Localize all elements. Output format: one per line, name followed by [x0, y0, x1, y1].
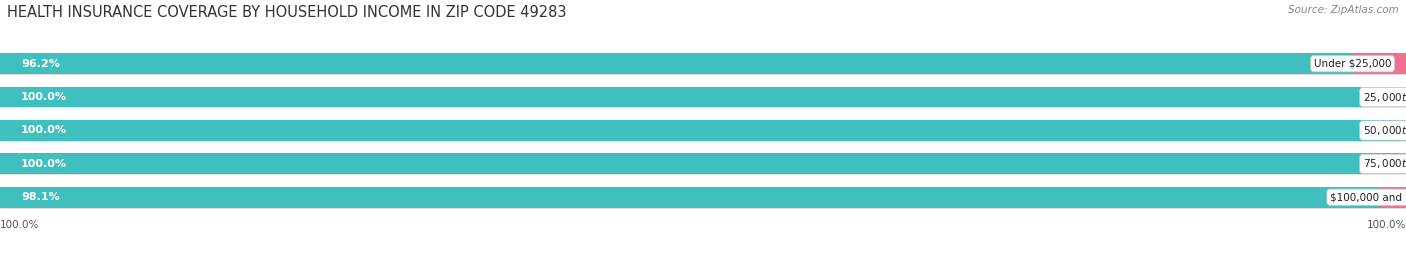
Text: $50,000 to $74,999: $50,000 to $74,999: [1362, 124, 1406, 137]
Text: $100,000 and over: $100,000 and over: [1330, 192, 1406, 202]
Text: HEALTH INSURANCE COVERAGE BY HOUSEHOLD INCOME IN ZIP CODE 49283: HEALTH INSURANCE COVERAGE BY HOUSEHOLD I…: [7, 5, 567, 20]
Text: 100.0%: 100.0%: [21, 125, 67, 136]
Text: $25,000 to $49,999: $25,000 to $49,999: [1362, 91, 1406, 104]
Bar: [0, 87, 1406, 107]
Text: 96.2%: 96.2%: [21, 59, 60, 69]
Text: Under $25,000: Under $25,000: [1313, 59, 1392, 69]
Bar: [0, 187, 1379, 208]
Text: Source: ZipAtlas.com: Source: ZipAtlas.com: [1288, 5, 1399, 15]
Bar: [1399, 120, 1406, 141]
Text: 100.0%: 100.0%: [21, 92, 67, 102]
Text: $75,000 to $99,999: $75,000 to $99,999: [1362, 157, 1406, 170]
Bar: [0, 187, 1406, 208]
Text: 98.1%: 98.1%: [21, 192, 60, 202]
Text: 100.0%: 100.0%: [21, 159, 67, 169]
Bar: [0, 53, 1353, 74]
Bar: [1399, 87, 1406, 107]
Text: 100.0%: 100.0%: [0, 220, 39, 230]
Bar: [0, 120, 1406, 141]
Bar: [0, 154, 1406, 174]
Text: 100.0%: 100.0%: [1367, 220, 1406, 230]
Bar: [1353, 53, 1406, 74]
Bar: [0, 154, 1406, 174]
Bar: [1379, 187, 1406, 208]
Bar: [0, 53, 1406, 74]
Bar: [0, 120, 1406, 141]
Bar: [0, 87, 1406, 107]
Bar: [1399, 154, 1406, 174]
